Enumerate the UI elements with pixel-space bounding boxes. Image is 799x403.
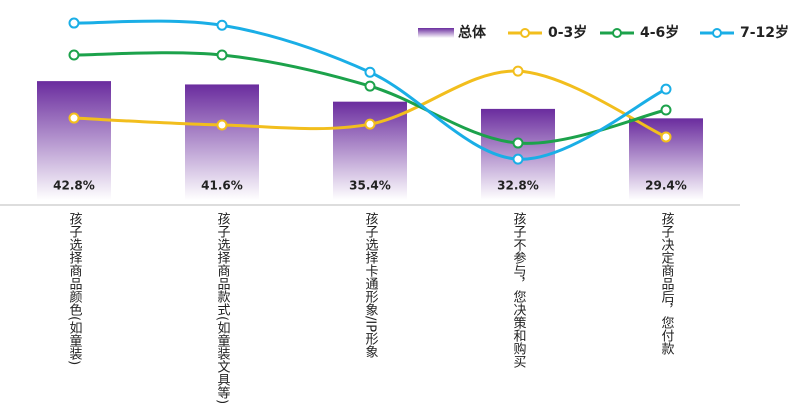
line-marker <box>364 66 376 78</box>
line-marker <box>660 104 672 116</box>
line-marker <box>512 153 524 165</box>
line-marker <box>216 49 228 61</box>
line-marker <box>68 112 80 124</box>
value-label: 32.8% <box>497 179 539 193</box>
x-tick-label: 孩子选择卡通形象/IP形象 <box>363 212 379 358</box>
value-label: 29.4% <box>645 179 687 193</box>
legend-marker <box>520 28 530 38</box>
legend-label: 总体 <box>458 24 487 41</box>
line-marker <box>216 19 228 31</box>
line-marker <box>68 49 80 61</box>
legend-marker <box>712 28 722 38</box>
value-label: 41.6% <box>201 179 243 193</box>
legend-marker <box>612 28 622 38</box>
x-tick-label: 孩子选择商品款式(如童装文具等) <box>215 212 231 403</box>
line-marker <box>660 131 672 143</box>
line-marker <box>364 118 376 130</box>
legend-swatch <box>418 28 454 38</box>
line-marker <box>512 137 524 149</box>
x-tick-label: 孩子选择商品颜色(如童装) <box>67 212 83 365</box>
x-tick-label: 孩子决定商品后，您付款 <box>659 212 675 355</box>
line-marker <box>364 80 376 92</box>
legend-label: 0-3岁 <box>548 24 587 41</box>
legend-label: 4-6岁 <box>640 24 679 41</box>
bar <box>37 81 111 200</box>
line-marker <box>68 17 80 29</box>
value-label: 42.8% <box>53 179 95 193</box>
x-tick-label: 孩子不参与，您决策和购买 <box>511 212 527 369</box>
value-label: 35.4% <box>349 179 391 193</box>
line-marker <box>660 83 672 95</box>
bar <box>185 84 259 200</box>
legend-label: 7-12岁 <box>740 24 789 41</box>
line-marker <box>216 119 228 131</box>
line-marker <box>512 65 524 77</box>
